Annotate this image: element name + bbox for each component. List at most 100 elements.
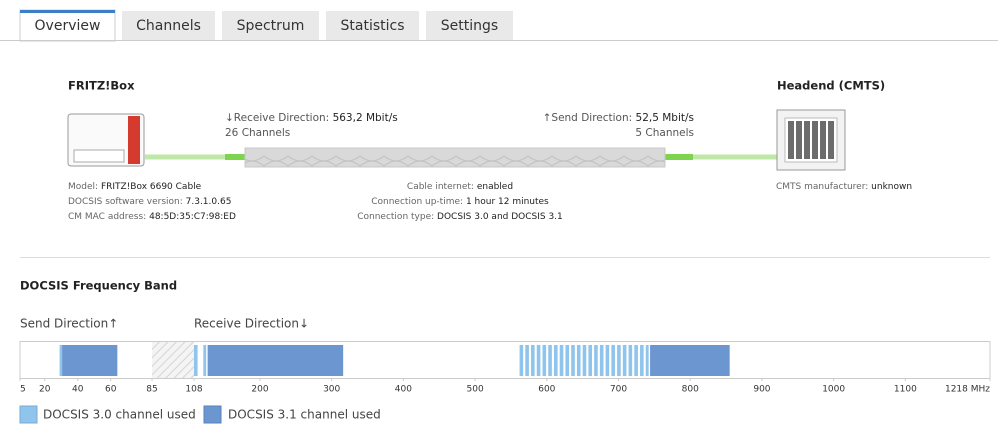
tab[interactable]: Channels: [122, 11, 215, 40]
tick-label: 900: [753, 385, 770, 395]
tick-label: 800: [682, 385, 699, 395]
channel: [531, 345, 535, 376]
legend: DOCSIS 3.0 channel used DOCSIS 3.1 channe…: [19, 405, 381, 424]
channel: [548, 345, 552, 376]
channel: [628, 345, 633, 376]
tick-label: 5: [20, 385, 26, 395]
channel: [599, 345, 604, 376]
channel: [588, 345, 592, 376]
info-value: 1 hour 12 minutes: [466, 197, 549, 207]
tab-background: [19, 9, 116, 42]
tick-label: 400: [395, 385, 412, 395]
band: 5 20 40 60 85 108 200 300 400 500 600 700 800 900 1000…: [19, 342, 991, 395]
tab[interactable]: Settings: [426, 11, 513, 40]
receive-label: ↓Receive Direction:: [225, 112, 329, 124]
tab-label[interactable]: Statistics: [341, 18, 405, 34]
info-value: FRITZ!Box 6690 Cable: [101, 182, 202, 192]
fritzbox-title: FRITZ!Box: [68, 79, 135, 93]
channel: [194, 345, 198, 376]
info-line: Connection up-time: 1 hour 12 minutes: [371, 197, 549, 207]
tab[interactable]: Overview: [19, 9, 116, 42]
tab-background: [426, 11, 513, 40]
tick-label: 600: [538, 385, 555, 395]
info-line: Cable internet: enabled: [407, 182, 513, 192]
channel: [634, 345, 638, 376]
channel: [542, 345, 547, 376]
channel: [594, 345, 598, 376]
info-label: CMTS manufacturer:: [776, 182, 868, 192]
tick-label: 40: [72, 385, 84, 395]
receive-direction: ↓Receive Direction: 563,2 Mbit/s: [225, 112, 398, 124]
info-line: Connection type: DOCSIS 3.0 and DOCSIS 3…: [357, 212, 563, 222]
channel: [640, 345, 644, 376]
receive-rate: 563,2 Mbit/s: [333, 112, 398, 124]
tick-label: 1218 MHz: [945, 385, 990, 395]
cable: [244, 147, 666, 168]
tick-label: 700: [610, 385, 627, 395]
info-value: enabled: [477, 182, 513, 192]
info-label: Model:: [68, 182, 98, 192]
info-value: unknown: [871, 182, 912, 192]
send-label: ↑Send Direction:: [543, 112, 633, 124]
info-line: DOCSIS software version: 7.3.1.0.65: [68, 197, 231, 207]
channel: [617, 345, 621, 376]
channel: [536, 345, 541, 376]
band-title: DOCSIS Frequency Band: [20, 279, 177, 293]
info-label: Cable internet:: [407, 182, 474, 192]
info-line: CMTS manufacturer: unknown: [776, 182, 912, 192]
legend-swatch: [19, 405, 38, 424]
tick-label: 1000: [822, 385, 845, 395]
send-direction-label: Send Direction↑: [20, 317, 118, 331]
unused-gap: [152, 342, 194, 378]
channel: [605, 345, 610, 376]
channel: [565, 345, 570, 376]
tab-background: [122, 11, 215, 40]
tick-label: 1100: [894, 385, 917, 395]
channel: [622, 345, 627, 376]
info-value: 48:5D:35:C7:98:ED: [149, 212, 236, 222]
channel: [571, 345, 575, 376]
tick-label: 300: [323, 385, 340, 395]
channel: [519, 345, 524, 376]
send-channels: 5 Channels: [635, 127, 694, 139]
tick-label: 85: [146, 385, 157, 395]
fritzbox-icon: [67, 113, 145, 167]
receive-channels: 26 Channels: [225, 127, 290, 139]
tab-label[interactable]: Spectrum: [237, 18, 305, 34]
tab-label[interactable]: Settings: [441, 18, 498, 34]
channel: [645, 345, 649, 376]
info-label: Connection type:: [357, 212, 434, 222]
tick-label: 200: [251, 385, 268, 395]
tab-label[interactable]: Overview: [35, 18, 101, 34]
info-line: Model: FRITZ!Box 6690 Cable: [68, 182, 202, 192]
tick-label: 500: [467, 385, 484, 395]
info: Model: FRITZ!Box 6690 Cable DOCSIS softwa…: [68, 182, 912, 222]
tab-active-indicator: [20, 10, 115, 13]
receive-direction-label: Receive Direction↓: [194, 317, 309, 331]
legend-label: DOCSIS 3.0 channel used: [43, 408, 196, 422]
tab-background: [222, 11, 319, 40]
channel: [650, 345, 730, 376]
info-label: CM MAC address:: [68, 212, 146, 222]
legend-label: DOCSIS 3.1 channel used: [228, 408, 381, 422]
channel: [203, 345, 207, 376]
channel: [582, 345, 587, 376]
tab[interactable]: Statistics: [326, 11, 419, 40]
info-label: DOCSIS software version:: [68, 197, 183, 207]
channel: [207, 345, 344, 376]
send-rate: 52,5 Mbit/s: [636, 112, 694, 124]
tab-label[interactable]: Channels: [136, 18, 201, 34]
channel: [611, 345, 615, 376]
headend-title: Headend (CMTS): [777, 79, 885, 93]
send-direction: ↑Send Direction: 52,5 Mbit/s: [543, 112, 694, 124]
tab-bar: Overview Channels Spectrum Statistics Settin…: [19, 9, 513, 42]
tick-label: 20: [39, 385, 51, 395]
channel: [559, 345, 564, 376]
tab[interactable]: Spectrum: [222, 11, 319, 40]
channel: [576, 345, 581, 376]
channel: [553, 345, 558, 376]
info-value: DOCSIS 3.0 and DOCSIS 3.1: [437, 212, 563, 222]
tick-label: 60: [105, 385, 117, 395]
channel: [59, 345, 63, 376]
